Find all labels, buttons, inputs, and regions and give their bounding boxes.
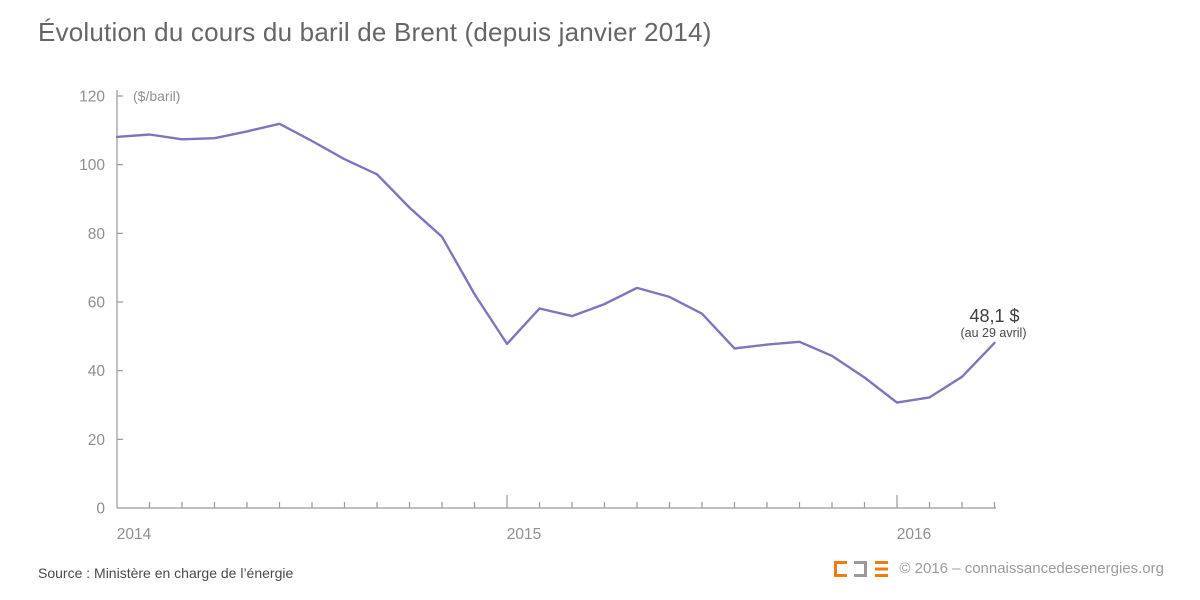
source-note: Source : Ministère en charge de l’énergi… <box>38 565 294 581</box>
y-tick-label: 0 <box>96 501 105 518</box>
footer-branding: © 2016 – connaissancedesenergies.org <box>834 560 1164 577</box>
annotation-date: (au 29 avril) <box>961 326 1027 340</box>
copyright-text: © 2016 – connaissancedesenergies.org <box>899 560 1164 577</box>
logo-bracket-left-icon <box>834 560 848 577</box>
y-tick-label: 40 <box>88 363 106 380</box>
page-title: Évolution du cours du baril de Brent (de… <box>38 17 712 47</box>
y-tick-label: 60 <box>88 295 106 312</box>
price-line <box>115 122 996 404</box>
year-label: 2016 <box>897 526 931 543</box>
year-label: 2014 <box>117 526 152 543</box>
unit-label: ($/baril) <box>133 88 180 104</box>
y-tick-label: 80 <box>88 226 106 243</box>
annotation-value: 48,1 $ <box>969 306 1019 326</box>
y-tick-label: 120 <box>79 89 105 106</box>
cde-logo-icon <box>834 560 889 577</box>
year-label: 2015 <box>507 526 541 543</box>
y-tick-label: 20 <box>88 432 106 449</box>
y-tick-label: 100 <box>79 157 105 174</box>
logo-bracket-right-icon <box>854 560 868 577</box>
logo-bars-icon <box>875 560 889 577</box>
